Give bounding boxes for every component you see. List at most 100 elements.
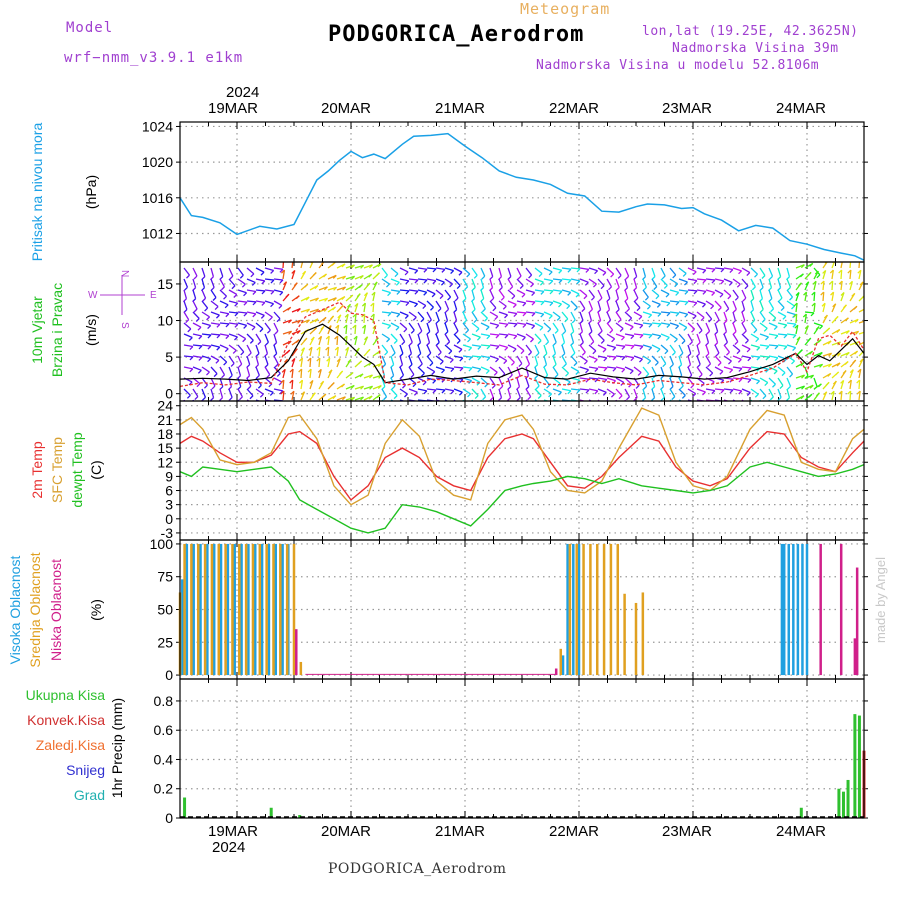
wind-barb (507, 388, 512, 398)
wind-barb-flag (751, 319, 756, 324)
wind-barb (669, 333, 678, 340)
wind-barb-flag (369, 385, 374, 390)
wind-barb-flag (787, 286, 791, 291)
wind-barb-flag (298, 368, 303, 373)
wind-barb-flag (654, 361, 659, 366)
wind-barb-flag (239, 274, 244, 279)
wind-barbs-group (182, 262, 864, 411)
wind-barb (201, 388, 207, 398)
wind-barb-flag (702, 269, 707, 274)
wind-barb-flag (747, 357, 752, 362)
wind-barb (840, 280, 843, 291)
wind-barb-flag (279, 390, 284, 395)
wind-barb (210, 289, 217, 298)
wind-barb-flag (287, 340, 292, 345)
wind-barb-flag (656, 348, 661, 353)
wind-barb (795, 374, 805, 379)
wind-barb-flag (243, 312, 248, 317)
wind-barb (651, 377, 656, 387)
wind-barb-flag (458, 271, 463, 276)
wind-barb-flag (306, 319, 310, 324)
bottom-date-23: 23MAR (662, 823, 713, 840)
wind-barb (705, 333, 710, 343)
wind-barb-flag (819, 325, 823, 330)
wind-barb (570, 322, 575, 332)
wind-barb-flag (459, 378, 464, 383)
bottom-date-22: 22MAR (549, 823, 600, 840)
wind-barb (570, 333, 575, 343)
wind-barb-flag (854, 318, 859, 323)
wind-barb-flag (531, 301, 536, 306)
wind-barb-flag (516, 396, 521, 401)
wind-barb-flag (554, 374, 559, 378)
wind-barb (525, 322, 535, 327)
wind-barb (750, 344, 760, 348)
wind-barb-flag (521, 293, 526, 298)
wind-barb-flag (274, 330, 279, 335)
wind-barb (525, 289, 535, 294)
wind-barb (759, 311, 766, 320)
wind-barb-flag (423, 390, 428, 395)
wind-barb (219, 388, 224, 398)
wind-barb-flag (459, 367, 464, 372)
wind-barb-flag (566, 381, 571, 386)
wind-barb-flag (594, 368, 599, 372)
wind-barb (426, 267, 437, 270)
wind-barb-flag (742, 330, 747, 335)
wind-barb (246, 366, 251, 376)
wind-barb (183, 355, 194, 358)
wind-barb-flag (513, 313, 518, 318)
credit-watermark: made by Angel (873, 557, 888, 643)
wind-barb (786, 267, 791, 277)
wind-barb (336, 346, 339, 357)
wind-barb-flag (780, 307, 785, 312)
wind-barb-flag (198, 335, 203, 340)
wind-barb (651, 355, 659, 363)
wind-barb-flag (558, 269, 563, 274)
wind-barb (705, 278, 716, 281)
wind-barb (795, 385, 805, 390)
wind-barb (552, 311, 561, 318)
wind-barb-flag (207, 325, 212, 329)
wind-barb (327, 286, 337, 291)
wind-barb-flag (840, 292, 845, 296)
elevation-label: Nadmorska Visina 39m (672, 41, 839, 56)
wind-barb-flag (318, 335, 322, 340)
wind-barb (660, 355, 667, 364)
bar-srednja-oblacnost (203, 543, 207, 676)
wind-barb-flag (485, 326, 490, 331)
wind-barb-flag (305, 296, 310, 301)
wind-barb (759, 267, 766, 276)
panel-label: 1hr Precip (mm) (109, 698, 125, 798)
wind-barb-flag (459, 357, 464, 362)
wind-barb-flag (791, 305, 795, 310)
wind-barb (507, 333, 517, 337)
wind-barb (552, 377, 561, 385)
wind-barb (759, 300, 764, 310)
wind-barb (435, 344, 442, 353)
wind-barb (768, 333, 778, 337)
wind-barb-flag (437, 308, 442, 312)
wind-barb-flag (473, 408, 476, 411)
wind-barb-flag (719, 293, 724, 298)
wind-barb (246, 289, 256, 293)
wind-barb-flag (519, 285, 524, 289)
wind-barb-flag (836, 362, 841, 367)
wind-barb-flag (628, 317, 633, 322)
wind-barb-flag (331, 262, 336, 266)
wind-barb (246, 388, 254, 397)
wind-barb-flag (774, 357, 779, 362)
wind-barb-flag (213, 373, 218, 378)
wind-barb (390, 300, 401, 303)
wind-barb-flag (691, 328, 696, 333)
wind-barb (849, 281, 854, 291)
wind-barb (687, 300, 697, 304)
bar-srednja-oblacnost (641, 592, 645, 676)
wind-barb-flag (188, 381, 193, 386)
wind-barb (282, 390, 285, 401)
wind-barb (561, 366, 569, 374)
wind-barb-flag (579, 341, 584, 346)
wind-barb (687, 366, 693, 376)
wind-barb-flag (539, 326, 544, 331)
wind-barb-flag (709, 372, 714, 377)
